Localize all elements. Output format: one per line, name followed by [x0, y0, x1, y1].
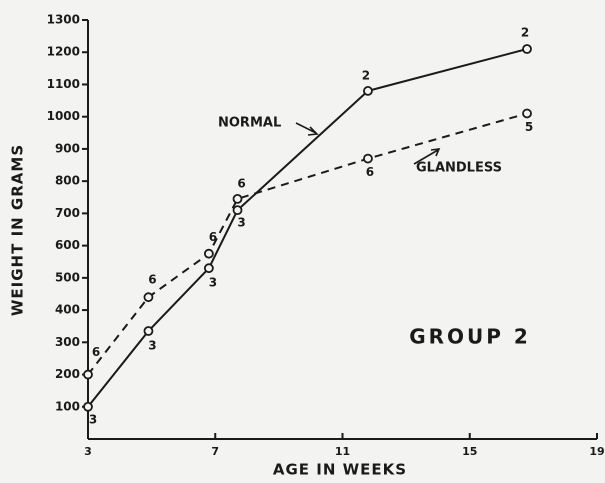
y-axis-label: WEIGHT IN GRAMS [9, 144, 27, 316]
y-tick-label: 1100 [47, 77, 80, 91]
data-point [522, 108, 532, 119]
point-label: 6 [366, 165, 374, 179]
y-tick-label: 600 [55, 238, 80, 252]
point-label: 3 [237, 216, 245, 230]
data-point [232, 193, 243, 204]
data-point [232, 205, 243, 216]
series-line [87, 112, 528, 376]
point-label: 6 [148, 273, 156, 287]
point-label: 3 [209, 276, 217, 290]
data-point [203, 248, 214, 259]
point-label: 6 [209, 230, 217, 244]
annotation-arrow [413, 148, 441, 165]
x-axis-label: AGE IN WEEKS [273, 461, 407, 479]
x-tick-label: 7 [211, 445, 219, 458]
y-tick-label: 500 [55, 270, 80, 284]
data-point [363, 86, 373, 96]
point-label: 5 [525, 120, 533, 134]
x-tick-label: 3 [84, 445, 92, 458]
data-point [203, 263, 214, 274]
point-label: 3 [148, 339, 156, 353]
y-tick-label: 800 [55, 174, 80, 188]
data-point [363, 153, 373, 164]
y-tick-label: 1200 [47, 45, 80, 59]
x-tick-label: 11 [335, 445, 350, 458]
data-point [143, 326, 154, 336]
y-tick-label: 900 [55, 141, 80, 155]
series-annotation: NORMAL [218, 116, 281, 131]
y-tick-label: 1300 [47, 13, 80, 27]
y-tick-label: 700 [55, 206, 80, 220]
data-point [83, 401, 93, 412]
y-tick-label: 1000 [47, 109, 80, 123]
annotation-arrow [295, 122, 319, 136]
x-tick-label: 19 [589, 445, 604, 458]
series-annotation: GLANDLESS [416, 161, 502, 176]
data-point [83, 369, 93, 380]
point-label: 6 [237, 176, 245, 190]
point-label: 2 [521, 26, 529, 40]
series-line [87, 48, 528, 408]
x-tick-label: 15 [462, 445, 477, 458]
y-tick-label: 300 [55, 335, 80, 349]
point-label: 6 [92, 345, 100, 359]
data-point [143, 292, 154, 303]
y-tick-label: 200 [55, 367, 80, 381]
y-tick-label: 100 [55, 399, 80, 413]
point-label: 2 [362, 68, 370, 82]
group-annotation: GROUP 2 [409, 325, 531, 349]
data-point [522, 44, 532, 54]
y-tick-label: 400 [55, 303, 80, 317]
point-label: 3 [89, 412, 97, 426]
